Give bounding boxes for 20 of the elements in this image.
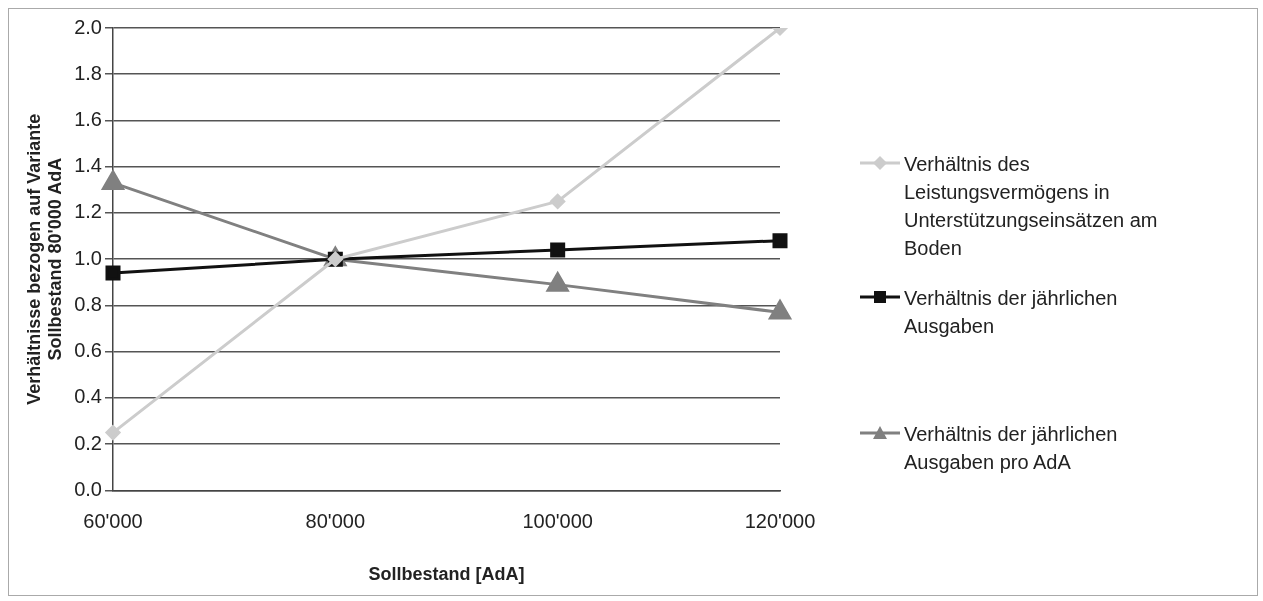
y-tick-label: 1.6 [74, 108, 102, 130]
y-tick-label: 0.4 [74, 385, 102, 408]
y-tick-label: 0.6 [74, 339, 102, 362]
x-tick-label: 80'000 [305, 509, 366, 532]
x-tick-label: 100'000 [522, 509, 593, 532]
y-tick-label: 0.2 [74, 431, 102, 454]
legend-label: Verhältnis der jährlichen Ausgaben pro AdA [904, 422, 1119, 475]
x-axis-title: Sollbestand [AdA] [368, 564, 525, 585]
y-tick-label: 1.2 [74, 200, 102, 223]
y-tick-label: 2.0 [74, 15, 102, 38]
y-tick-label: 1.8 [74, 61, 102, 84]
x-tick-label: 120'000 [744, 509, 816, 532]
y-tick-label: 1.4 [74, 154, 102, 177]
legend-label: Verhältnis des Leistungsvermögens in Unterstützungseinsätzen am Boden [904, 152, 1159, 261]
y-tick-label: 1.0 [74, 246, 102, 269]
x-tick-label: 60'000 [83, 509, 143, 532]
y-axis-title: Verhältnisse bezogen auf Variante Sollbestand 80'000 AdA [23, 113, 66, 405]
y-tick-label: 0.8 [74, 292, 102, 315]
legend-label: Verhältnis der jährlichen Ausgaben [904, 286, 1119, 339]
y-tick-label: 0.0 [74, 477, 102, 500]
